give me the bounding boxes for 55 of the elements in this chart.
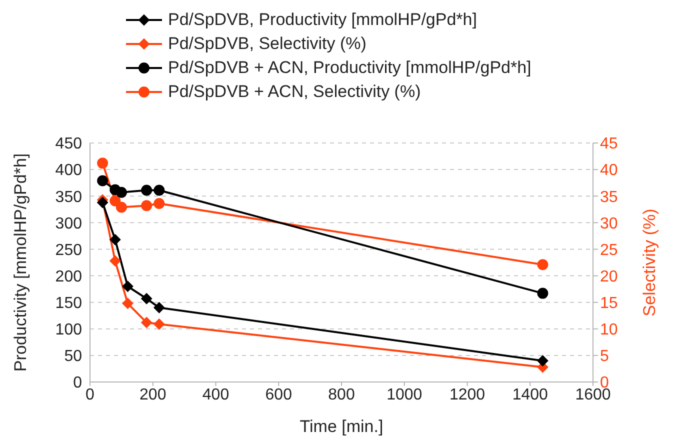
y-tick-label: 50: [64, 348, 82, 366]
y2-tick-label: 5: [600, 348, 609, 366]
point: [141, 200, 152, 212]
y2-axis-title: Selectivity (%): [640, 208, 660, 316]
y2-tick-label: 15: [600, 295, 618, 312]
y-axis-title: Productivity [mmolHP/gPd*h]: [11, 153, 30, 372]
x-tick-label: 200: [140, 386, 166, 404]
x-tick-label: 0: [86, 386, 95, 404]
x-axis-title: Time [min.]: [300, 417, 384, 436]
y-tick-label: 200: [55, 268, 82, 286]
point: [122, 298, 134, 309]
y-tick-label: 300: [55, 215, 82, 232]
point: [537, 259, 548, 270]
point: [141, 293, 152, 304]
y2-tick-label: 25: [600, 242, 618, 259]
point: [154, 302, 165, 314]
x-tick-label: 600: [265, 386, 292, 404]
point: [97, 175, 108, 186]
x-tick-label: 1000: [386, 386, 422, 404]
point: [141, 317, 152, 328]
point: [116, 186, 127, 198]
y-tick-label: 400: [55, 162, 82, 180]
point: [154, 318, 165, 330]
point: [537, 288, 548, 299]
point: [110, 195, 121, 206]
point: [97, 196, 108, 208]
point: [154, 198, 165, 210]
y-tick-label: 350: [55, 188, 82, 206]
legend-label: Pd/SpDVB + ACN, Selectivity (%): [168, 82, 421, 102]
y2-tick-label: 45: [600, 136, 618, 153]
x-tick-label: 1200: [449, 386, 486, 404]
x-tick-label: 400: [202, 386, 230, 404]
y2-tick-label: 10: [600, 322, 618, 339]
y-tick-label: 100: [55, 322, 82, 339]
legend-label: Pd/SpDVB + ACN, Productivity [mmolHP/gPd*h]: [168, 58, 532, 78]
point: [141, 184, 152, 196]
point: [110, 234, 121, 246]
x-tick-label: 1400: [512, 386, 548, 404]
point: [110, 255, 121, 266]
point: [116, 202, 127, 213]
y2-tick-label: 40: [600, 162, 618, 180]
legend-label: Pd/SpDVB, Productivity [mmolHP/gPd*h]: [168, 10, 477, 30]
x-tick-label: 800: [328, 386, 355, 404]
y2-tick-label: 30: [600, 215, 618, 232]
y-tick-label: 150: [55, 295, 82, 312]
y2-tick-label: 35: [600, 188, 618, 206]
point: [537, 355, 548, 366]
y-tick-label: 0: [73, 374, 82, 392]
point: [122, 280, 134, 292]
legend-label: Pd/SpDVB, Selectivity (%): [168, 34, 366, 54]
point: [97, 158, 108, 169]
point: [154, 184, 165, 196]
y2-tick-label: 20: [600, 268, 618, 286]
y-tick-label: 450: [55, 136, 82, 153]
y-tick-label: 250: [55, 242, 82, 259]
